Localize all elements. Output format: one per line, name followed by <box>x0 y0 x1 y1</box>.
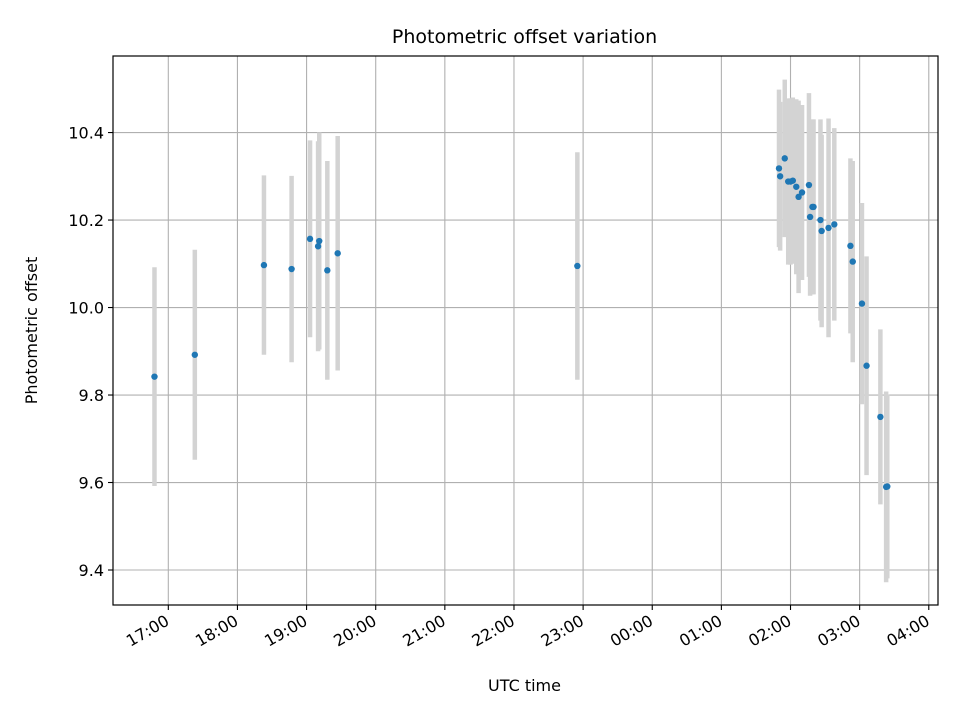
data-point <box>776 173 784 180</box>
y-tick-label: 9.4 <box>79 561 104 580</box>
data-point <box>825 224 832 232</box>
chart-title: Photometric offset variation <box>392 26 657 48</box>
x-axis-title: UTC time <box>488 676 561 695</box>
data-points <box>151 155 891 491</box>
data-point <box>781 155 788 162</box>
data-point <box>810 203 817 211</box>
y-tick-label: 9.6 <box>79 474 104 493</box>
data-point <box>260 261 268 269</box>
y-tick-label: 10.4 <box>68 124 104 143</box>
data-point <box>793 183 800 190</box>
plot-frame <box>112 55 939 606</box>
data-point <box>314 243 322 250</box>
data-point <box>849 258 856 265</box>
data-point <box>884 483 891 490</box>
data-point <box>817 216 824 224</box>
data-point <box>805 181 813 189</box>
data-point <box>818 227 825 235</box>
data-point <box>877 413 884 421</box>
data-point <box>334 250 341 257</box>
data-point <box>858 300 866 307</box>
y-axis-title: Photometric offset <box>22 257 41 405</box>
data-point <box>306 235 314 243</box>
data-point <box>574 262 581 270</box>
data-point <box>775 165 783 172</box>
data-point <box>831 221 838 228</box>
y-tick-label: 10.0 <box>68 299 104 318</box>
data-point <box>324 267 331 274</box>
y-tick-label: 9.8 <box>79 386 104 405</box>
data-point <box>191 351 199 358</box>
y-tick-label: 10.2 <box>68 211 104 230</box>
data-point <box>151 373 158 380</box>
data-point <box>806 213 814 221</box>
y-axis-ticks: 9.4 9.6 9.8 10.0 10.2 10.4 <box>68 124 113 580</box>
data-point <box>798 189 806 196</box>
data-point <box>316 237 323 245</box>
data-point <box>789 177 797 184</box>
grid-lines <box>113 56 938 605</box>
data-point <box>288 265 295 273</box>
data-point <box>795 193 802 201</box>
data-point <box>847 242 854 250</box>
data-point <box>863 362 870 369</box>
